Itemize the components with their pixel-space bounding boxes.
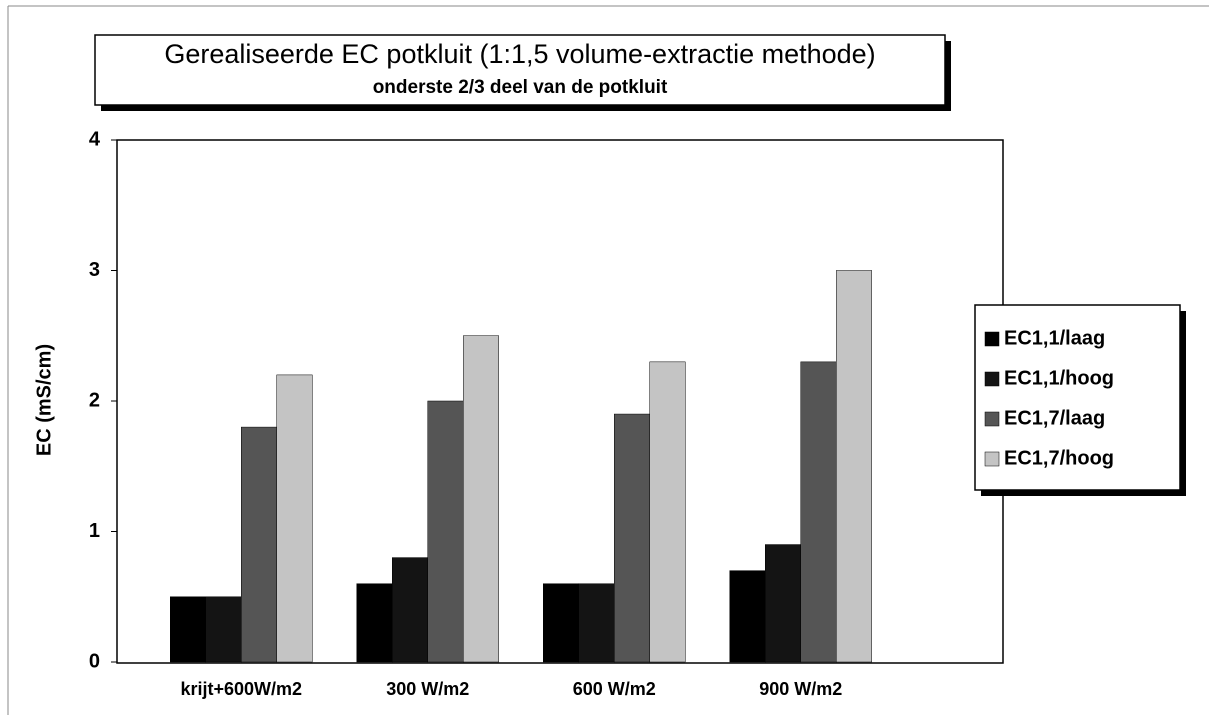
bar	[392, 557, 428, 663]
bar	[205, 596, 242, 663]
bar	[836, 270, 872, 663]
x-tick-label: krijt+600W/m2	[180, 679, 302, 699]
legend-label: EC1,1/laag	[1004, 327, 1105, 349]
bar	[356, 583, 393, 663]
legend-label: EC1,1/hoog	[1004, 367, 1114, 389]
bar	[241, 426, 277, 663]
bar	[543, 583, 579, 663]
legend-label: EC1,7/laag	[1004, 407, 1105, 429]
y-tick-label: 3	[89, 259, 100, 281]
bar	[649, 361, 686, 663]
bar	[170, 596, 206, 663]
y-axis-label: EC (mS/cm)	[33, 344, 55, 456]
bar	[614, 413, 650, 663]
bar	[800, 361, 837, 663]
legend-label: EC1,7/hoog	[1004, 447, 1114, 469]
bar	[276, 374, 313, 663]
y-tick-label: 1	[89, 520, 100, 542]
chart-title: Gerealiseerde EC potkluit (1:1,5 volume-…	[164, 39, 875, 69]
bar	[578, 583, 615, 663]
legend-swatch	[984, 451, 1000, 467]
x-tick-label: 600 W/m2	[573, 679, 656, 699]
x-tick-label: 300 W/m2	[386, 679, 469, 699]
bar	[765, 544, 801, 663]
legend-box	[974, 304, 1181, 491]
title-box	[94, 34, 946, 106]
chart-subtitle: onderste 2/3 deel van de potkluit	[373, 77, 668, 98]
legend-swatch	[984, 411, 1000, 427]
legend-swatch	[984, 371, 1000, 387]
x-tick-label: 900 W/m2	[759, 679, 842, 699]
y-tick-label: 0	[89, 650, 100, 672]
legend-swatch	[984, 331, 1000, 347]
bar	[463, 335, 499, 663]
y-tick-label: 2	[89, 389, 100, 411]
bar	[729, 570, 766, 663]
bar	[427, 400, 464, 663]
y-tick-label: 4	[89, 128, 101, 150]
